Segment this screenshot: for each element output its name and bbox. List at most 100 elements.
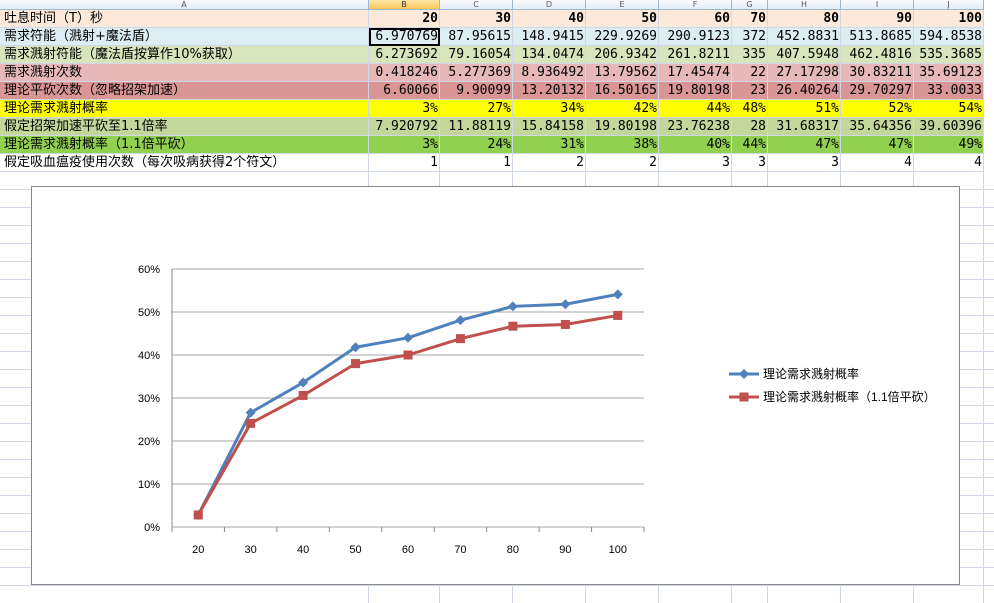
data-cell[interactable]: 31%: [513, 136, 586, 154]
data-cell[interactable]: 48%: [732, 100, 768, 118]
data-cell[interactable]: 17.45474: [659, 64, 732, 82]
line-chart[interactable]: 0% 10% 20% 30% 40% 50% 60% 20 30 40 50 60 70 80 90 100 理…: [31, 186, 960, 585]
data-cell[interactable]: 54%: [914, 100, 984, 118]
column-header-d[interactable]: D: [513, 0, 586, 10]
data-cell[interactable]: 261.8211: [659, 46, 732, 64]
data-cell[interactable]: 2: [513, 154, 586, 172]
data-cell[interactable]: 35.64356: [841, 118, 914, 136]
data-cell[interactable]: 13.79562: [586, 64, 659, 82]
data-cell[interactable]: 19.80198: [586, 118, 659, 136]
data-cell[interactable]: 27.17298: [768, 64, 841, 82]
data-cell[interactable]: 3: [768, 154, 841, 172]
data-cell[interactable]: 31.68317: [768, 118, 841, 136]
data-cell[interactable]: 26.40264: [768, 82, 841, 100]
data-cell[interactable]: 452.8831: [768, 28, 841, 46]
data-cell[interactable]: 50: [586, 10, 659, 28]
data-cell[interactable]: 13.20132: [513, 82, 586, 100]
column-header-a[interactable]: A: [0, 0, 369, 10]
data-cell[interactable]: 80: [768, 10, 841, 28]
data-cell[interactable]: 6.273692: [369, 46, 440, 64]
data-cell[interactable]: 6.60066: [369, 82, 440, 100]
data-cell[interactable]: 3: [659, 154, 732, 172]
row-label-cell[interactable]: 需求溅射次数: [0, 64, 369, 82]
column-header-e[interactable]: E: [586, 0, 659, 10]
data-cell[interactable]: 24%: [440, 136, 513, 154]
data-cell[interactable]: 22: [732, 64, 768, 82]
data-cell[interactable]: 27%: [440, 100, 513, 118]
data-cell[interactable]: 60: [659, 10, 732, 28]
data-cell[interactable]: 3%: [369, 100, 440, 118]
data-cell[interactable]: 9.90099: [440, 82, 513, 100]
data-cell[interactable]: 335: [732, 46, 768, 64]
row-label-cell[interactable]: 假定招架加速平砍至1.1倍率: [0, 118, 369, 136]
data-cell[interactable]: 28: [732, 118, 768, 136]
data-cell[interactable]: 47%: [768, 136, 841, 154]
data-cell[interactable]: 5.277369: [440, 64, 513, 82]
data-cell[interactable]: 4: [914, 154, 984, 172]
data-cell[interactable]: 47%: [841, 136, 914, 154]
row-label-cell[interactable]: 需求溅射符能（魔法盾按算作10%获取）: [0, 46, 369, 64]
column-header-g[interactable]: G: [732, 0, 768, 10]
data-cell[interactable]: 30: [440, 10, 513, 28]
data-cell[interactable]: 206.9342: [586, 46, 659, 64]
data-cell[interactable]: 35.69123: [914, 64, 984, 82]
data-cell[interactable]: 79.16054: [440, 46, 513, 64]
data-cell[interactable]: 44%: [659, 100, 732, 118]
data-cell[interactable]: 70: [732, 10, 768, 28]
data-cell[interactable]: 40: [513, 10, 586, 28]
data-cell[interactable]: 49%: [914, 136, 984, 154]
data-cell[interactable]: 40%: [659, 136, 732, 154]
data-cell[interactable]: 90: [841, 10, 914, 28]
data-cell[interactable]: 19.80198: [659, 82, 732, 100]
column-header-i[interactable]: I: [841, 0, 914, 10]
data-cell[interactable]: 8.936492: [513, 64, 586, 82]
data-cell[interactable]: 23.76238: [659, 118, 732, 136]
data-cell[interactable]: 15.84158: [513, 118, 586, 136]
data-cell[interactable]: 3%: [369, 136, 440, 154]
data-cell[interactable]: 6.970769: [369, 28, 440, 46]
column-header-c[interactable]: C: [440, 0, 513, 10]
data-cell[interactable]: 42%: [586, 100, 659, 118]
data-cell[interactable]: 100: [914, 10, 984, 28]
data-cell[interactable]: 1: [369, 154, 440, 172]
row-label-cell[interactable]: 理论需求溅射概率: [0, 100, 369, 118]
data-cell[interactable]: 229.9269: [586, 28, 659, 46]
data-cell[interactable]: 20: [369, 10, 440, 28]
data-cell[interactable]: 51%: [768, 100, 841, 118]
data-cell[interactable]: 513.8685: [841, 28, 914, 46]
data-cell[interactable]: 7.920792: [369, 118, 440, 136]
data-cell[interactable]: 44%: [732, 136, 768, 154]
data-cell[interactable]: 535.3685: [914, 46, 984, 64]
data-cell[interactable]: 52%: [841, 100, 914, 118]
data-cell[interactable]: 33.0033: [914, 82, 984, 100]
column-header-h[interactable]: H: [768, 0, 841, 10]
data-cell[interactable]: 34%: [513, 100, 586, 118]
data-cell[interactable]: 0.418246: [369, 64, 440, 82]
data-cell[interactable]: 38%: [586, 136, 659, 154]
data-cell[interactable]: 2: [586, 154, 659, 172]
data-cell[interactable]: 4: [841, 154, 914, 172]
data-cell[interactable]: 11.88119: [440, 118, 513, 136]
row-label-cell[interactable]: 假定吸血瘟疫使用次数（每次吸病获得2个符文）: [0, 154, 369, 172]
row-label-cell[interactable]: 理论平砍次数（忽略招架加速）: [0, 82, 369, 100]
data-cell[interactable]: 16.50165: [586, 82, 659, 100]
column-header-f[interactable]: F: [659, 0, 732, 10]
data-cell[interactable]: 87.95615: [440, 28, 513, 46]
data-cell[interactable]: 1: [440, 154, 513, 172]
data-cell[interactable]: 290.9123: [659, 28, 732, 46]
data-cell[interactable]: 148.9415: [513, 28, 586, 46]
column-header-j[interactable]: J: [914, 0, 984, 10]
row-label-cell[interactable]: 需求符能（溅射+魔法盾）: [0, 28, 369, 46]
column-header-b[interactable]: B: [369, 0, 440, 10]
data-cell[interactable]: 30.83211: [841, 64, 914, 82]
row-label-cell[interactable]: 理论需求溅射概率（1.1倍平砍）: [0, 136, 369, 154]
data-cell[interactable]: 3: [732, 154, 768, 172]
data-cell[interactable]: 407.5948: [768, 46, 841, 64]
data-cell[interactable]: 134.0474: [513, 46, 586, 64]
data-cell[interactable]: 39.60396: [914, 118, 984, 136]
data-cell[interactable]: 462.4816: [841, 46, 914, 64]
row-label-cell[interactable]: 吐息时间（T）秒: [0, 10, 369, 28]
data-cell[interactable]: 29.70297: [841, 82, 914, 100]
data-cell[interactable]: 23: [732, 82, 768, 100]
data-cell[interactable]: 372: [732, 28, 768, 46]
